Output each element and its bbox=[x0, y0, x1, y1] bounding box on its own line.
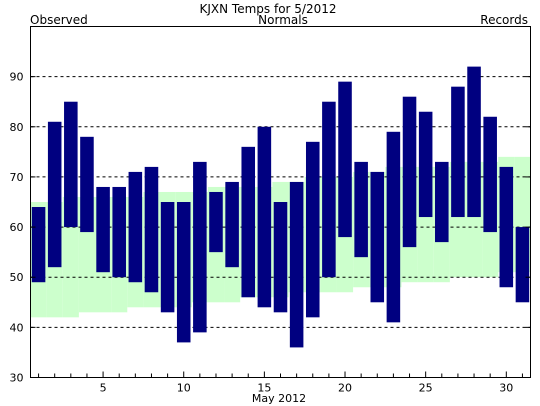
observed-bar-day-11 bbox=[193, 161, 207, 333]
y-axis: 30 40 50 60 70 80 90 bbox=[10, 71, 531, 385]
y-tick-label-40: 40 bbox=[10, 321, 24, 334]
x-tick-label-20: 20 bbox=[338, 382, 352, 395]
observed-bar-day-15 bbox=[257, 126, 272, 308]
observed-bar-day-19 bbox=[322, 101, 336, 278]
x-axis: 5 10 15 20 25 30 bbox=[38, 371, 523, 395]
observed-bar-day-24 bbox=[402, 96, 417, 248]
observed-bar-day-16 bbox=[273, 202, 288, 313]
x-tick-label-15: 15 bbox=[257, 382, 271, 395]
observed-bar-day-31 bbox=[515, 227, 530, 303]
legend-normals: Normals bbox=[258, 13, 308, 27]
observed-bar-day-3 bbox=[64, 101, 78, 228]
observed-bar-day-14 bbox=[241, 146, 256, 298]
observed-bar-day-28 bbox=[467, 66, 481, 218]
y-tick-label-90: 90 bbox=[10, 71, 24, 84]
observed-bar-day-17 bbox=[289, 181, 304, 348]
observed-bar-day-25 bbox=[418, 111, 433, 218]
y-tick-label-50: 50 bbox=[10, 271, 24, 284]
observed-bar-day-7 bbox=[128, 171, 143, 283]
observed-bar-day-23 bbox=[386, 131, 401, 323]
x-tick-label-10: 10 bbox=[177, 382, 191, 395]
y-tick-label-30: 30 bbox=[10, 372, 24, 385]
observed-bar-day-9 bbox=[160, 202, 175, 313]
observed-bar-day-21 bbox=[354, 161, 368, 258]
observed-bar-day-8 bbox=[144, 166, 159, 293]
observed-bar-day-12 bbox=[209, 191, 223, 253]
observed-bar-day-10 bbox=[176, 202, 191, 343]
observed-bar-day-2 bbox=[47, 121, 62, 268]
observed-bar-day-4 bbox=[80, 136, 94, 233]
observed-bar-day-18 bbox=[305, 141, 320, 318]
legend-records: Records bbox=[480, 13, 528, 27]
observed-bars bbox=[31, 66, 530, 348]
x-tick-label-25: 25 bbox=[419, 382, 433, 395]
observed-bar-day-1 bbox=[31, 207, 46, 283]
observed-bar-day-30 bbox=[499, 166, 514, 288]
x-tick-label-5: 5 bbox=[100, 382, 107, 395]
x-axis-label: May 2012 bbox=[252, 392, 306, 405]
observed-bar-day-26 bbox=[435, 161, 449, 243]
y-tick-label-60: 60 bbox=[10, 221, 24, 234]
chart-title: KJXN Temps for 5/2012 bbox=[200, 2, 337, 16]
y-tick-label-70: 70 bbox=[10, 171, 24, 184]
observed-bar-day-22 bbox=[370, 171, 385, 303]
x-tick-label-30: 30 bbox=[499, 382, 513, 395]
observed-bar-day-13 bbox=[225, 181, 239, 268]
legend-observed: Observed bbox=[30, 13, 88, 27]
observed-bar-day-27 bbox=[451, 86, 465, 218]
observed-bar-day-29 bbox=[483, 116, 497, 233]
observed-bar-day-6 bbox=[112, 186, 126, 278]
y-tick-label-80: 80 bbox=[10, 121, 24, 134]
observed-bar-day-20 bbox=[338, 81, 352, 238]
observed-bar-day-5 bbox=[96, 186, 110, 273]
